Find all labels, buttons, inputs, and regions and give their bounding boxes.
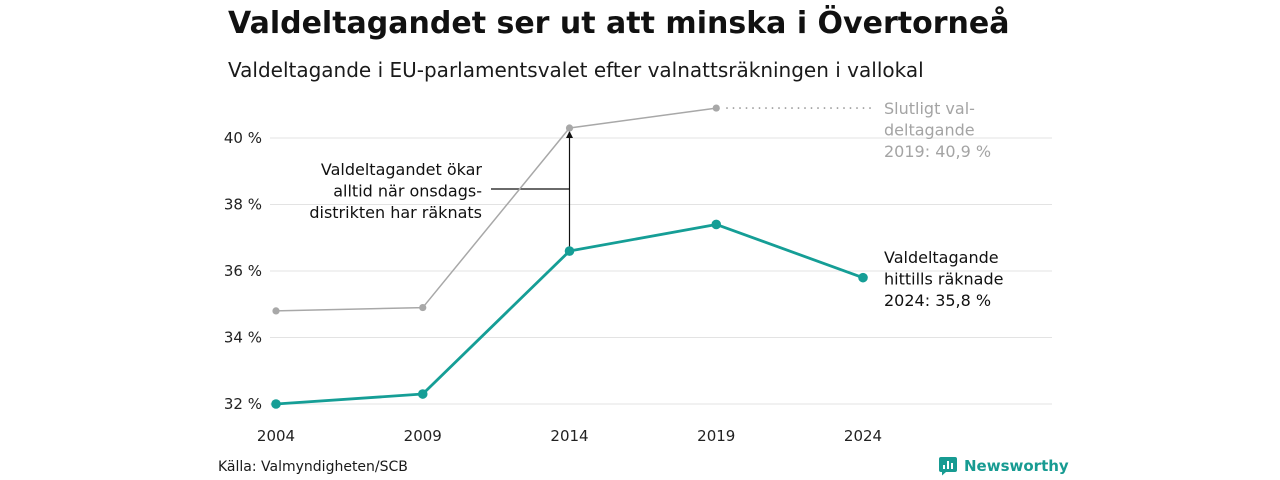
x-tick-label: 2004 bbox=[257, 427, 295, 445]
chart-title: Valdeltagandet ser ut att minska i Övert… bbox=[228, 6, 1010, 41]
wednesday-districts-note: Valdeltagandet ökar alltid när onsdags-di… bbox=[309, 160, 482, 222]
source-note: Källa: Valmyndigheten/SCB bbox=[218, 459, 408, 475]
y-tick-label: 38 % bbox=[224, 196, 262, 214]
counted-turnout-label: Valdeltagande hittills räknade 2024: 35,8 … bbox=[884, 248, 1003, 310]
counted-turnout-point bbox=[564, 246, 575, 256]
x-tick-label: 2024 bbox=[844, 427, 882, 445]
x-tick-label: 2009 bbox=[404, 427, 442, 445]
y-tick-label: 34 % bbox=[224, 329, 262, 347]
counted-turnout-point bbox=[271, 399, 281, 409]
x-tick-label: 2019 bbox=[697, 427, 735, 445]
counted-turnout-point bbox=[711, 219, 722, 230]
newsworthy-logo-icon bbox=[939, 457, 957, 476]
final-turnout-line bbox=[275, 107, 717, 312]
x-tick-label: 2014 bbox=[550, 427, 588, 445]
brand-name: Newsworthy bbox=[964, 457, 1069, 475]
y-tick-label: 40 % bbox=[224, 129, 262, 147]
y-tick-label: 32 % bbox=[224, 395, 262, 413]
counted-turnout-point bbox=[858, 272, 868, 283]
final-turnout-label: Slutligt val-deltagande 2019: 40,9 % bbox=[884, 99, 991, 161]
y-tick-label: 36 % bbox=[224, 262, 262, 280]
annotation-arrowhead bbox=[566, 131, 573, 139]
counted-turnout-point bbox=[417, 389, 428, 399]
chart-subtitle: Valdeltagande i EU-parlamentsvalet efter… bbox=[228, 58, 924, 82]
final-turnout-point bbox=[712, 104, 720, 112]
brand-logo: Newsworthy bbox=[938, 456, 1069, 476]
final-turnout-point bbox=[565, 124, 574, 132]
final-turnout-point bbox=[272, 307, 280, 315]
final-turnout-point bbox=[419, 303, 427, 312]
